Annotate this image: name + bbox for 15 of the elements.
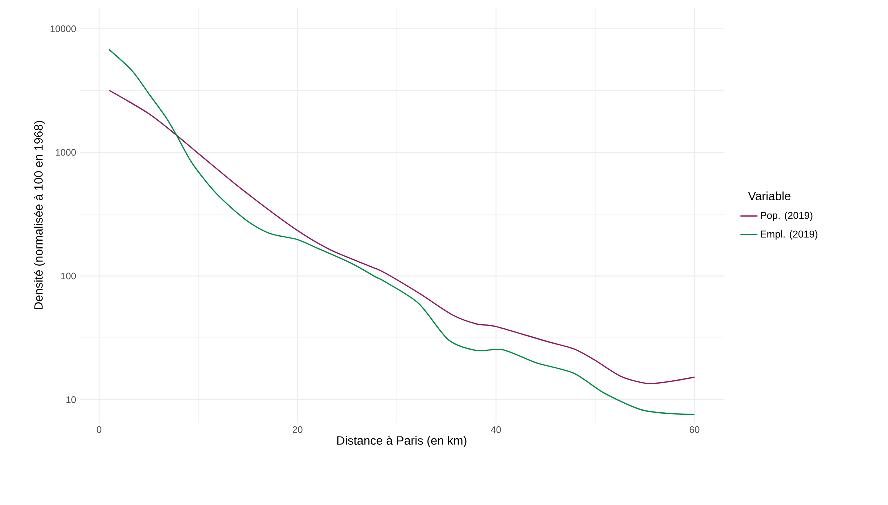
- x-tick-label: 20: [293, 426, 303, 434]
- line-series: [108, 49, 696, 416]
- y-tick-label: 10000: [50, 26, 76, 32]
- x-tick-label: 60: [690, 426, 700, 434]
- y-tick-label: 1000: [56, 149, 76, 156]
- legend-label: Empl. (2019): [761, 230, 818, 240]
- x-tick-label: 40: [491, 426, 502, 434]
- y-tick-label: 10: [66, 396, 76, 404]
- y-axis-title: Densité (normalisée à 100 en 1968): [34, 121, 46, 310]
- legend-label: Pop. (2019): [761, 212, 813, 222]
- y-tick-label: 100: [61, 272, 76, 280]
- x-tick-label: 0: [97, 426, 102, 434]
- x-axis-title: Distance à Paris (en km): [338, 436, 467, 448]
- line-series: [108, 90, 696, 384]
- legend-title: Variable: [748, 192, 791, 200]
